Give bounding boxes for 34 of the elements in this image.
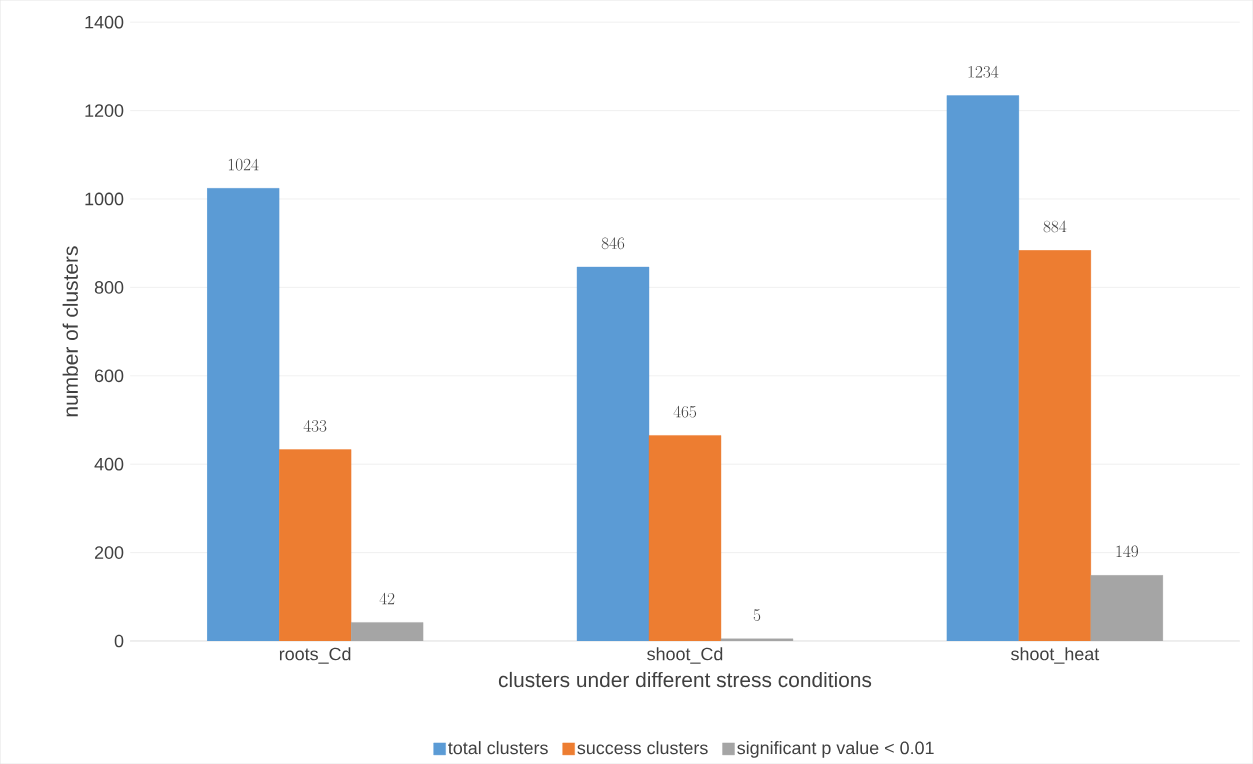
bar	[720, 638, 794, 641]
data-label: 433	[303, 419, 327, 432]
x-tick-label: shoot_Cd	[647, 647, 723, 664]
y-tick-label: 1400	[85, 15, 124, 29]
y-axis-title: number of clusters	[62, 246, 78, 417]
x-axis-title: clusters under different stress conditions	[498, 671, 872, 688]
y-tick-label: 200	[94, 546, 124, 559]
data-label: 1234	[968, 65, 999, 78]
bar	[648, 435, 722, 641]
x-tick-label: shoot_heat	[1011, 647, 1100, 664]
y-tick-label: 1000	[85, 192, 124, 206]
bar	[1018, 249, 1092, 641]
data-label: 5	[753, 609, 761, 621]
data-label: 149	[1116, 545, 1139, 558]
legend-label: total clusters	[448, 741, 548, 755]
data-label: 846	[601, 237, 625, 250]
bar	[576, 266, 650, 641]
x-tick-label: roots_Cd	[279, 647, 351, 664]
data-label: 42	[379, 592, 395, 605]
y-tick-label: 0	[114, 634, 124, 648]
y-tick-label: 400	[94, 457, 124, 471]
bar	[946, 95, 1020, 641]
legend-label: success clusters	[577, 741, 708, 755]
y-tick-label: 800	[94, 280, 124, 294]
legend-label: significant p value < 0.01	[737, 741, 934, 758]
bar	[350, 622, 424, 641]
y-tick-label: 1200	[85, 104, 124, 117]
data-label: 465	[673, 405, 697, 418]
data-label: 884	[1043, 220, 1067, 233]
y-tick-label: 600	[94, 369, 124, 383]
data-label: 1024	[228, 158, 259, 171]
bar	[278, 449, 352, 641]
bar	[1090, 574, 1164, 641]
bar	[206, 188, 280, 641]
